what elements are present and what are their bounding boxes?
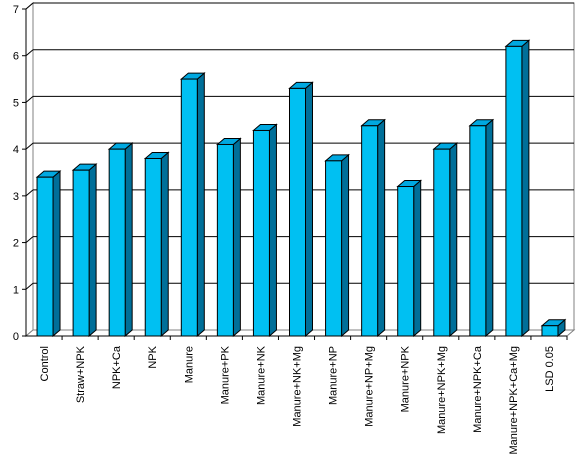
- bar: [469, 125, 487, 337]
- bar: [289, 87, 306, 337]
- bar: [541, 325, 559, 337]
- x-tick-label: NPK+Ca: [111, 345, 123, 389]
- bar: [252, 129, 270, 337]
- x-tick-label: Manure+PK: [219, 345, 231, 404]
- bar-group: [252, 123, 278, 338]
- bar-side: [449, 142, 458, 338]
- bars: [35, 39, 567, 338]
- bar: [325, 160, 343, 337]
- bar-side: [160, 151, 169, 338]
- bar: [108, 148, 126, 337]
- bar-group: [216, 137, 242, 338]
- y-tick-label: 4: [13, 144, 19, 156]
- y-tick-label: 5: [13, 97, 19, 109]
- bar-side: [413, 179, 422, 338]
- bar-group: [360, 118, 386, 338]
- y-tick-label: 1: [13, 284, 19, 296]
- bar-group: [432, 142, 459, 338]
- y-tick-label: 7: [13, 4, 19, 16]
- gridline-side: [25, 236, 34, 243]
- bar-group: [540, 318, 567, 338]
- bar-group: [324, 153, 350, 338]
- gridline-side: [25, 189, 34, 197]
- bar-side: [377, 118, 386, 338]
- x-tick-label: Manure+NP: [328, 346, 340, 405]
- x-tick-label: LSD 0.05: [544, 346, 556, 392]
- x-tick-label: Manure+NPK: [400, 345, 412, 412]
- bar-group: [504, 39, 531, 338]
- gridline-side: [25, 2, 34, 10]
- gridline-side: [25, 142, 34, 150]
- x-tick-label: Straw+NPK: [75, 345, 87, 403]
- bar-group: [107, 142, 134, 338]
- y-tick-label: 6: [13, 51, 19, 63]
- bar: [216, 143, 234, 337]
- bar-side: [268, 123, 277, 338]
- x-tick-label: Manure+NPK+Mg: [436, 346, 448, 434]
- bar-group: [288, 81, 314, 338]
- bar-side: [305, 81, 313, 338]
- y-tick-label: 3: [13, 191, 19, 203]
- bar-side: [124, 142, 133, 338]
- x-tick-label: Manure+NK: [255, 345, 267, 405]
- x-tick-label: Manure+NP+Mg: [364, 346, 376, 427]
- bar: [144, 157, 162, 337]
- x-tick-label: Manure+NPK+Ca: [472, 345, 484, 433]
- bar-group: [396, 179, 423, 338]
- y-tick-label: 0: [13, 331, 19, 343]
- bar-side: [52, 170, 61, 338]
- x-tick-labels: Control Straw+NPK NPK+Ca NPK Manure Manure+PK…: [39, 345, 556, 454]
- bar-side: [341, 153, 350, 338]
- gridline-side: [25, 96, 34, 103]
- bar-side: [232, 137, 241, 338]
- gridline-side: [25, 282, 34, 290]
- bar-group: [468, 118, 495, 338]
- bar: [397, 186, 415, 337]
- bar-side: [521, 39, 530, 338]
- bar-side: [196, 71, 205, 338]
- bar: [180, 78, 198, 337]
- y-tick-label: 2: [13, 238, 19, 250]
- bar-group: [35, 170, 62, 338]
- bar-group: [179, 71, 206, 338]
- bar: [72, 169, 90, 337]
- bar-group: [71, 163, 98, 338]
- bar: [433, 148, 451, 337]
- bar-group: [143, 151, 170, 338]
- x-tick-label: NPK: [147, 345, 159, 368]
- bar-side: [88, 163, 97, 338]
- bar: [36, 176, 54, 337]
- x-tick-label: Control: [39, 346, 51, 381]
- x-tick-label: Manure+NK+Mg: [292, 346, 304, 427]
- x-tick-label: Manure+NPK+Ca+Mg: [508, 346, 520, 455]
- bar: [361, 125, 379, 337]
- x-tick-label: Manure: [183, 346, 195, 383]
- bar: [505, 45, 523, 337]
- bar-side: [485, 118, 494, 338]
- y-tick-labels: 0 1 2 3 4 5 6 7: [13, 4, 19, 343]
- gridline-side: [25, 49, 34, 57]
